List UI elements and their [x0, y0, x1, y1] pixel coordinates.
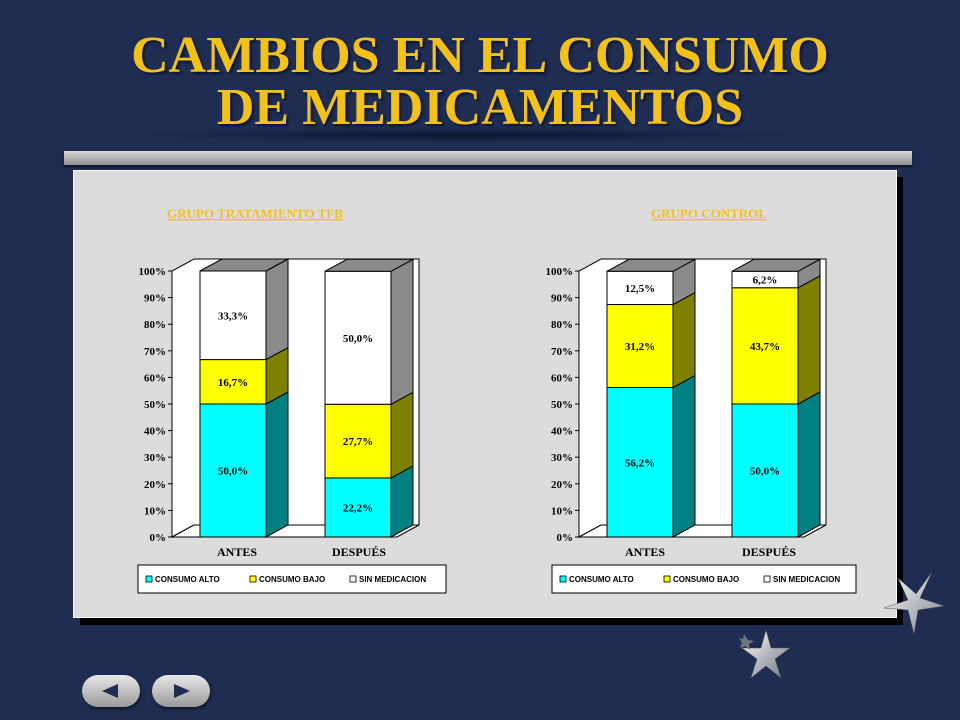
bar-segment-1-0-1 [606, 304, 674, 389]
y-tick-label-0-8: 80% [144, 319, 166, 331]
data-label-0-1-1: 27,7% [343, 436, 373, 448]
star-icon-large [883, 571, 945, 635]
data-label-1-1-1: 43,7% [750, 341, 780, 353]
data-label-0-0-0: 50,0% [218, 466, 248, 478]
legend-swatch-0-2 [349, 575, 357, 583]
legend-label-0-2: SIN MEDICACION [359, 575, 426, 584]
y-tick-label-0-3: 30% [144, 452, 166, 464]
bar-side-0-1-1 [390, 391, 414, 479]
bar-side-1-0-0 [672, 374, 696, 538]
y-tick-label-0-5: 50% [144, 399, 166, 411]
bar-side-0-0-0 [265, 391, 289, 538]
y-tick-label-1-10: 100% [546, 266, 574, 278]
prev-slide-button[interactable] [82, 675, 140, 707]
bar-top-1-1 [731, 258, 821, 272]
arrow-left-icon [102, 684, 118, 698]
category-label-0-1: DESPUÉS [332, 545, 386, 559]
y-tick-label-0-4: 40% [144, 426, 166, 438]
y-tick-label-0-9: 90% [144, 293, 166, 305]
data-label-1-0-2: 12,5% [625, 283, 655, 295]
category-label-0-0: ANTES [217, 545, 257, 559]
legend-swatch-1-2 [763, 575, 771, 583]
y-tick-label-1-2: 20% [551, 479, 573, 491]
category-label-1-1: DESPUÉS [742, 545, 796, 559]
legend-label-1-2: SIN MEDICACION [773, 575, 840, 584]
y-tick-label-0-10: 100% [139, 266, 167, 278]
y-tick-label-0-7: 70% [144, 346, 166, 358]
legend-swatch-1-1 [663, 575, 671, 583]
bar-segment-0-1-0 [324, 477, 392, 538]
y-tick-label-1-3: 30% [551, 452, 573, 464]
y-tick-label-1-0: 0% [557, 532, 574, 544]
data-label-0-1-2: 50,0% [343, 333, 373, 345]
bar-segment-0-0-0 [199, 403, 267, 538]
bar-segment-1-0-2 [606, 270, 674, 306]
y-tick-label-1-9: 90% [551, 293, 573, 305]
bar-segment-1-0-0 [606, 387, 674, 538]
data-label-0-1-0: 22,2% [343, 502, 373, 514]
data-label-1-0-0: 56,2% [625, 457, 655, 469]
data-label-0-0-1: 16,7% [218, 377, 248, 389]
y-tick-label-1-8: 80% [551, 319, 573, 331]
y-tick-label-1-7: 70% [551, 346, 573, 358]
chart-title-1: GRUPO CONTROL [651, 206, 767, 221]
data-label-1-0-1: 31,2% [625, 341, 655, 353]
bar-top-0-0 [199, 258, 289, 272]
divider-bar [64, 151, 912, 165]
chart-title-0: GRUPO TRATAMIENTO TFB [167, 206, 343, 221]
legend-label-1-0: CONSUMO ALTO [569, 575, 634, 584]
y-tick-label-1-1: 10% [551, 505, 573, 517]
bar-segment-1-1-0 [731, 403, 799, 538]
bar-top-0-1 [324, 258, 414, 272]
data-label-1-1-0: 50,0% [750, 466, 780, 478]
y-tick-label-1-4: 40% [551, 426, 573, 438]
bar-side-0-0-2 [265, 258, 289, 361]
legend-swatch-0-1 [249, 575, 257, 583]
bar-side-0-1-2 [390, 258, 414, 406]
title-line-1: CAMBIOS EN EL CONSUMO [131, 27, 829, 84]
legend-box-1 [551, 564, 857, 594]
title-shadow [120, 128, 810, 142]
data-label-0-0-2: 33,3% [218, 310, 248, 322]
bar-top-1-0 [606, 258, 696, 272]
title-line-2: DE MEDICAMENTOS [216, 79, 744, 136]
charts-svg: GRUPO TRATAMIENTO TFB 0% 10% 20% 30% 40% 50% 60… [137, 206, 857, 594]
arrow-right-icon [174, 684, 190, 698]
legend-label-1-1: CONSUMO BAJO [673, 575, 739, 584]
legend-label-0-1: CONSUMO BAJO [259, 575, 325, 584]
legend-swatch-1-0 [559, 575, 567, 583]
y-tick-label-0-0: 0% [150, 532, 167, 544]
next-slide-button[interactable] [152, 675, 210, 707]
y-tick-label-1-5: 50% [551, 399, 573, 411]
legend-box-0 [137, 564, 447, 594]
bar-side-1-1-1 [797, 274, 821, 405]
legend-label-0-0: CONSUMO ALTO [155, 575, 220, 584]
bar-segment-0-0-1 [199, 359, 267, 405]
y-tick-label-0-2: 20% [144, 479, 166, 491]
star-icon-small [739, 629, 791, 679]
legend-swatch-0-0 [145, 575, 153, 583]
slide-title: CAMBIOS EN EL CONSUMO DE MEDICAMENTOS [0, 30, 960, 134]
bar-side-1-1-0 [797, 391, 821, 538]
bar-segment-1-1-1 [731, 287, 799, 405]
category-label-1-0: ANTES [625, 545, 665, 559]
y-tick-label-0-1: 10% [144, 505, 166, 517]
y-tick-label-1-6: 60% [551, 372, 573, 384]
bar-segment-0-1-2 [324, 270, 392, 405]
y-tick-label-0-6: 60% [144, 372, 166, 384]
chart-panel: GRUPO TRATAMIENTO TFB 0% 10% 20% 30% 40% 50% 60… [73, 170, 897, 618]
data-label-1-1-2: 6,2% [753, 275, 778, 287]
bar-side-1-0-1 [672, 291, 696, 389]
